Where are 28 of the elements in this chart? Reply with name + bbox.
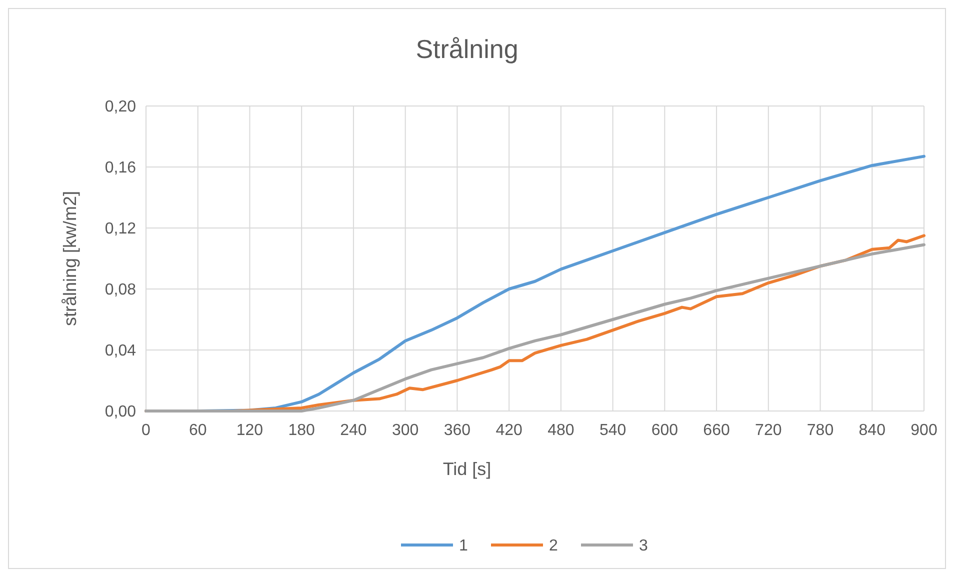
x-tick-label: 720 bbox=[755, 422, 782, 439]
chart-title: Strålning bbox=[416, 34, 518, 64]
y-axis-title: strålning [kw/m2] bbox=[60, 190, 80, 326]
x-tick-label: 240 bbox=[340, 422, 367, 439]
x-tick-label: 420 bbox=[496, 422, 523, 439]
x-tick-label: 120 bbox=[236, 422, 264, 439]
x-tick-label: 780 bbox=[806, 422, 834, 439]
y-tick-label: 0,16 bbox=[104, 160, 136, 177]
x-axis-title: Tid [s] bbox=[442, 459, 492, 479]
x-tick-label: 900 bbox=[910, 422, 938, 439]
y-tick-label: 0,08 bbox=[104, 282, 136, 299]
x-tick-label: 60 bbox=[188, 422, 207, 439]
x-tick-label: 600 bbox=[651, 422, 678, 439]
x-tick-label: 660 bbox=[703, 422, 730, 439]
x-tick-label: 180 bbox=[288, 422, 316, 439]
y-tick-label: 0,20 bbox=[104, 98, 136, 116]
legend-label: 2 bbox=[549, 538, 558, 555]
legend-label: 1 bbox=[459, 538, 468, 555]
x-tick-label: 540 bbox=[599, 422, 626, 439]
y-tick-label: 0,12 bbox=[104, 220, 136, 238]
x-tick-label: 300 bbox=[392, 422, 419, 439]
legend-label: 3 bbox=[639, 538, 648, 555]
x-tick-label: 0 bbox=[142, 422, 151, 439]
x-tick-label: 840 bbox=[858, 422, 886, 439]
x-tick-label: 360 bbox=[444, 422, 471, 439]
y-tick-label: 0,00 bbox=[104, 404, 136, 421]
x-tick-label: 480 bbox=[548, 422, 574, 439]
y-tick-label: 0,04 bbox=[104, 342, 136, 360]
